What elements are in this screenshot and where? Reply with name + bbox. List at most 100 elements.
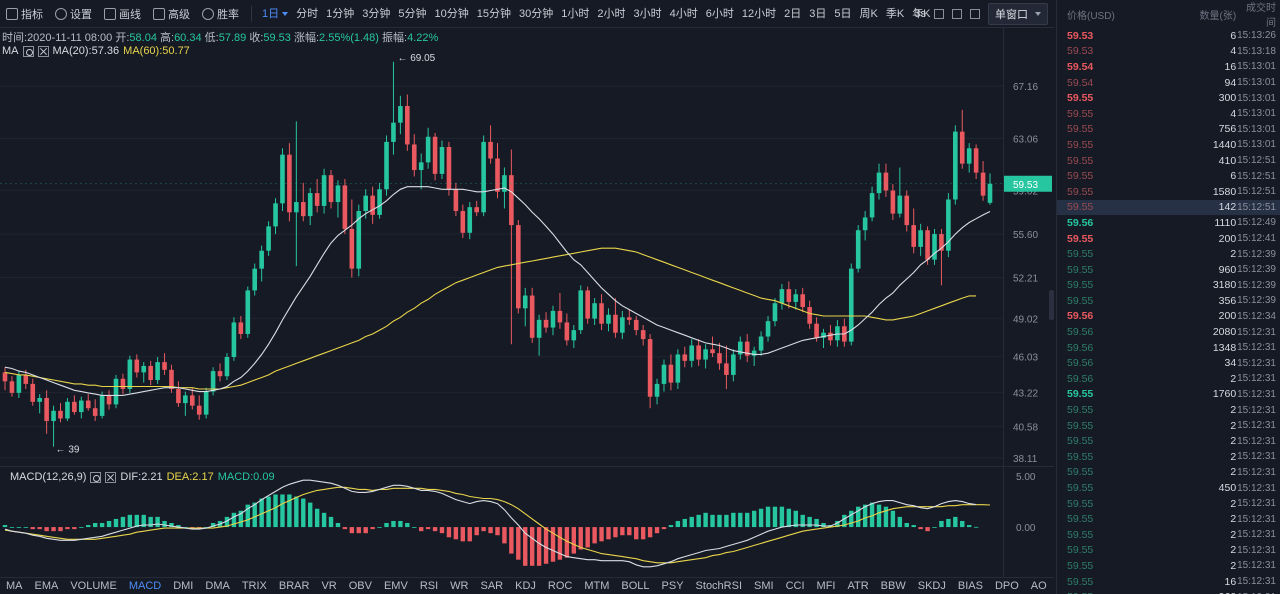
indicator-tab[interactable]: VOLUME	[70, 580, 117, 592]
trade-row[interactable]: 59.55 756 15:13:01	[1057, 122, 1280, 138]
indicator-tab[interactable]: SMI	[754, 580, 774, 592]
trade-row[interactable]: 59.55 2 15:12:39	[1057, 246, 1280, 262]
trade-row[interactable]: 59.55 4 15:13:01	[1057, 106, 1280, 122]
interval-9[interactable]: 2小时	[593, 0, 629, 28]
trade-row[interactable]: 59.55 1440 15:13:01	[1057, 137, 1280, 153]
ma-close-icon[interactable]	[37, 45, 49, 57]
indicator-tab[interactable]: WR	[450, 580, 469, 592]
trade-row[interactable]: 59.55 142 15:12:51	[1057, 199, 1280, 216]
macd-close-icon[interactable]	[105, 471, 117, 483]
indicator-tab[interactable]: RSI	[419, 580, 439, 592]
macd-chart[interactable]: 5.00 0.00	[0, 466, 1054, 577]
indicator-tab[interactable]: TRIX	[241, 580, 267, 592]
interval-6[interactable]: 15分钟	[473, 0, 515, 28]
interval-16[interactable]: 5日	[830, 0, 855, 28]
expand-icon[interactable]	[952, 9, 962, 19]
indicator-tab[interactable]: CCI	[785, 580, 805, 592]
trade-row[interactable]: 59.56 2080 15:12:31	[1057, 324, 1280, 340]
trade-row[interactable]: 59.56 2 15:12:31	[1057, 371, 1280, 387]
interval-14[interactable]: 2日	[780, 0, 805, 28]
trade-row[interactable]: 59.55 2 15:12:31	[1057, 402, 1280, 418]
trade-row[interactable]: 59.55 2 15:12:31	[1057, 511, 1280, 527]
trade-row[interactable]: 59.55 3180 15:12:39	[1057, 278, 1280, 294]
interval-5[interactable]: 10分钟	[431, 0, 473, 28]
trade-row[interactable]: 59.56 200 15:12:34	[1057, 309, 1280, 325]
trade-row[interactable]: 59.56 1110 15:12:49	[1057, 215, 1280, 231]
indicator-tab[interactable]: SAR	[480, 580, 504, 592]
trade-row[interactable]: 59.55 2 15:12:31	[1057, 418, 1280, 434]
indicator-tab[interactable]: DMI	[173, 580, 194, 592]
indicator-tab[interactable]: ATR	[847, 580, 869, 592]
interval-3[interactable]: 3分钟	[358, 0, 394, 28]
settings-square-icon[interactable]	[970, 9, 980, 19]
trade-row[interactable]: 59.55 1760 15:12:31	[1057, 387, 1280, 403]
trade-row[interactable]: 59.55 1580 15:12:51	[1057, 184, 1280, 200]
trade-row[interactable]: 59.56 1348 15:12:31	[1057, 340, 1280, 356]
indicator-tab[interactable]: PSY	[661, 580, 684, 592]
trade-row[interactable]: 59.55 200 15:12:41	[1057, 231, 1280, 247]
interval-17[interactable]: 周K	[856, 0, 882, 28]
trade-row[interactable]: 59.55 2 15:12:31	[1057, 465, 1280, 481]
interval-12[interactable]: 6小时	[702, 0, 738, 28]
trade-row[interactable]: 59.55 2 15:12:31	[1057, 496, 1280, 512]
interval-2[interactable]: 1分钟	[322, 0, 358, 28]
tool-win-rate[interactable]: 胜率	[196, 0, 245, 28]
trade-row[interactable]: 59.55 6 15:12:51	[1057, 168, 1280, 184]
indicator-tab[interactable]: MA	[6, 580, 23, 592]
tool-advanced[interactable]: 高级	[147, 0, 196, 28]
indicator-tab[interactable]: EMV	[383, 580, 408, 592]
indicator-tab[interactable]: SKDJ	[917, 580, 946, 592]
trade-row[interactable]: 59.55 450 15:12:31	[1057, 480, 1280, 496]
interval-18[interactable]: 季K	[882, 0, 908, 28]
tool-draw-line[interactable]: 画线	[98, 0, 147, 28]
refresh-rate-button[interactable]: 3s	[914, 8, 926, 20]
trade-row[interactable]: 59.55 960 15:12:39	[1057, 262, 1280, 278]
trade-row[interactable]: 59.55 2 15:12:31	[1057, 543, 1280, 559]
trade-row[interactable]: 59.55 356 15:12:39	[1057, 293, 1280, 309]
trade-row[interactable]: 59.55 16 15:12:31	[1057, 574, 1280, 590]
interval-8[interactable]: 1小时	[557, 0, 593, 28]
indicator-tab[interactable]: VR	[321, 580, 337, 592]
indicator-tab[interactable]: AO	[1030, 580, 1047, 592]
trade-row[interactable]: 59.53 4 15:13:18	[1057, 44, 1280, 60]
interval-0[interactable]: 1日	[258, 0, 292, 28]
fullscreen-icon[interactable]	[934, 9, 944, 19]
chart-scroll-handle[interactable]	[1049, 290, 1054, 320]
indicator-tab[interactable]: ROC	[547, 580, 573, 592]
trade-row[interactable]: 59.55 2 15:12:31	[1057, 449, 1280, 465]
indicator-tab[interactable]: BIAS	[957, 580, 983, 592]
trade-row[interactable]: 59.56 34 15:12:31	[1057, 355, 1280, 371]
interval-1[interactable]: 分时	[292, 0, 322, 28]
interval-11[interactable]: 4小时	[666, 0, 702, 28]
indicator-tab[interactable]: BBW	[880, 580, 906, 592]
trade-row[interactable]: 59.55 2 15:12:31	[1057, 527, 1280, 543]
trade-row[interactable]: 59.55 2 15:12:31	[1057, 558, 1280, 574]
trade-row[interactable]: 59.55 2 15:12:31	[1057, 433, 1280, 449]
indicator-tab[interactable]: BRAR	[278, 580, 310, 592]
indicator-tab[interactable]: BOLL	[621, 580, 650, 592]
trade-row[interactable]: 59.54 94 15:13:01	[1057, 75, 1280, 91]
indicator-tab[interactable]: EMA	[34, 580, 59, 592]
trade-row[interactable]: 59.54 16 15:13:01	[1057, 59, 1280, 75]
tool-indicator[interactable]: 指标	[0, 0, 49, 28]
indicator-tab[interactable]: OBV	[348, 580, 372, 592]
interval-4[interactable]: 5分钟	[394, 0, 430, 28]
interval-10[interactable]: 3小时	[630, 0, 666, 28]
interval-15[interactable]: 3日	[805, 0, 830, 28]
interval-7[interactable]: 30分钟	[515, 0, 557, 28]
trade-row[interactable]: 59.53 6 15:13:26	[1057, 28, 1280, 44]
indicator-tab[interactable]: DPO	[994, 580, 1019, 592]
tool-settings[interactable]: 设置	[49, 0, 98, 28]
indicator-tab[interactable]: MTM	[584, 580, 610, 592]
candlestick-chart[interactable]: 67.16 63.06 59.02 55.60 52.21 49.02 46.03 43.22…	[0, 28, 1054, 466]
interval-19[interactable]: 年K	[908, 0, 934, 28]
indicator-tab[interactable]: MFI	[816, 580, 836, 592]
trade-row[interactable]: 59.55 300 15:13:01	[1057, 90, 1280, 106]
ma-settings-icon[interactable]	[22, 45, 34, 57]
indicator-tab[interactable]: KDJ	[515, 580, 536, 592]
indicator-tab[interactable]: MACD	[128, 580, 162, 592]
indicator-tab[interactable]: DMA	[205, 580, 230, 592]
window-mode-select[interactable]: 单窗口	[988, 3, 1048, 25]
indicator-tab[interactable]: StochRSI	[695, 580, 743, 592]
